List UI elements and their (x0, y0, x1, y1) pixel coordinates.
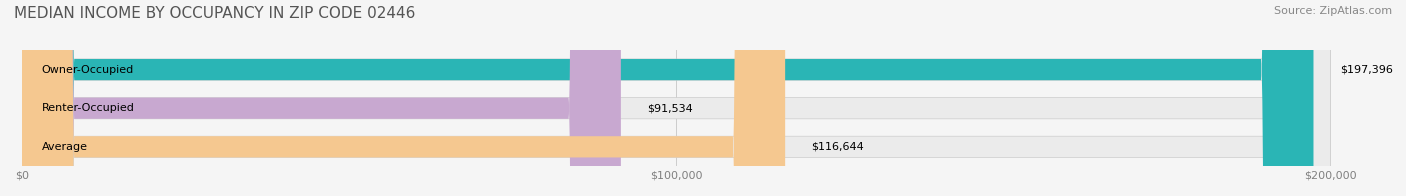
Text: Source: ZipAtlas.com: Source: ZipAtlas.com (1274, 6, 1392, 16)
Text: $197,396: $197,396 (1340, 65, 1392, 75)
Text: $116,644: $116,644 (811, 142, 865, 152)
FancyBboxPatch shape (22, 0, 1330, 196)
FancyBboxPatch shape (22, 0, 785, 196)
Text: Average: Average (42, 142, 87, 152)
Text: Owner-Occupied: Owner-Occupied (42, 65, 134, 75)
Text: Renter-Occupied: Renter-Occupied (42, 103, 135, 113)
Text: MEDIAN INCOME BY OCCUPANCY IN ZIP CODE 02446: MEDIAN INCOME BY OCCUPANCY IN ZIP CODE 0… (14, 6, 415, 21)
FancyBboxPatch shape (22, 0, 1330, 196)
Text: $91,534: $91,534 (647, 103, 693, 113)
FancyBboxPatch shape (22, 0, 621, 196)
FancyBboxPatch shape (22, 0, 1313, 196)
FancyBboxPatch shape (22, 0, 1330, 196)
